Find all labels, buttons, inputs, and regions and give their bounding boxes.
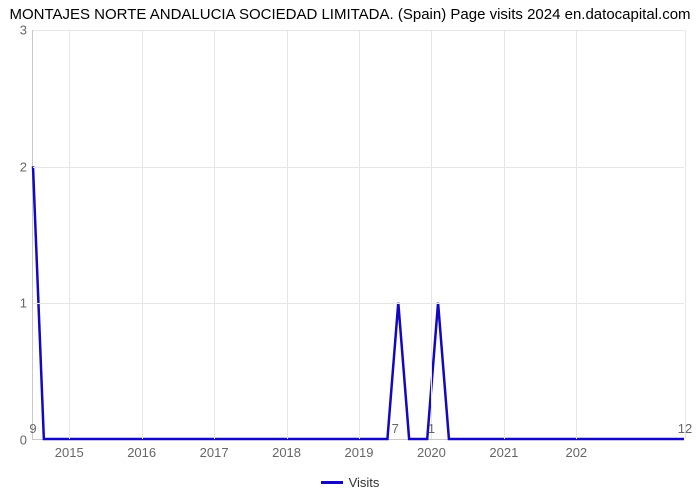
gridline-vertical — [214, 30, 215, 439]
gridline-vertical — [359, 30, 360, 439]
chart-title: MONTAJES NORTE ANDALUCIA SOCIEDAD LIMITA… — [0, 6, 700, 23]
x-minor-label: 12 — [678, 421, 692, 436]
gridline-vertical — [69, 30, 70, 439]
plot-area: 0123201520162017201820192020202120297112 — [32, 30, 684, 440]
gridline-vertical — [685, 30, 686, 439]
legend-swatch — [321, 481, 343, 484]
gridline-vertical — [576, 30, 577, 439]
gridline-vertical — [287, 30, 288, 439]
y-tick-label: 2 — [20, 159, 27, 174]
x-tick-label: 2016 — [127, 445, 156, 460]
gridline-vertical — [504, 30, 505, 439]
plot-box: 0123201520162017201820192020202120297112 — [32, 30, 684, 440]
y-tick-label: 1 — [20, 296, 27, 311]
x-minor-label: 7 — [392, 421, 399, 436]
x-minor-label: 1 — [428, 421, 435, 436]
chart-container: MONTAJES NORTE ANDALUCIA SOCIEDAD LIMITA… — [0, 0, 700, 500]
x-tick-label: 2019 — [345, 445, 374, 460]
y-tick-label: 3 — [20, 23, 27, 38]
x-tick-label: 2018 — [272, 445, 301, 460]
gridline-vertical — [431, 30, 432, 439]
x-tick-label: 2017 — [200, 445, 229, 460]
x-tick-label: 2020 — [417, 445, 446, 460]
legend: Visits — [0, 475, 700, 490]
x-tick-label: 2015 — [55, 445, 84, 460]
gridline-vertical — [142, 30, 143, 439]
x-tick-label: 2021 — [489, 445, 518, 460]
x-minor-label: 9 — [29, 421, 36, 436]
x-tick-label: 202 — [565, 445, 587, 460]
legend-label: Visits — [349, 475, 380, 490]
y-tick-label: 0 — [20, 433, 27, 448]
